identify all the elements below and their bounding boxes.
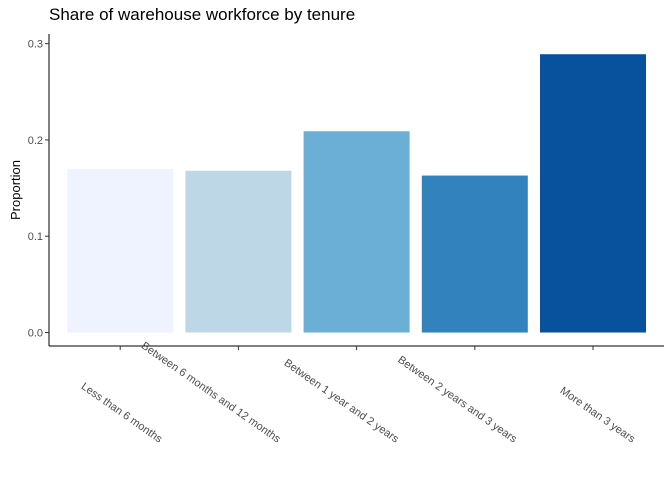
bar	[67, 168, 174, 333]
x-tick-label: Between 1 year and 2 years	[282, 357, 401, 446]
x-tick-label: More than 3 years	[558, 385, 638, 446]
y-tick-label: 0.3	[28, 39, 43, 51]
y-tick-label: 0.1	[28, 231, 43, 243]
bar	[421, 175, 528, 333]
bar	[303, 131, 410, 333]
y-tick-label: 0.2	[28, 135, 43, 147]
x-tick-label: Less than 6 months	[79, 381, 165, 446]
bars-group	[67, 54, 646, 333]
chart-title: Share of warehouse workforce by tenure	[49, 5, 356, 24]
x-tick-label: Between 6 months and 12 months	[139, 340, 283, 446]
y-axis-ticks: 0.0 0.1 0.2 0.3	[28, 39, 49, 340]
y-axis-title: Proportion	[8, 160, 23, 220]
bar	[185, 170, 292, 333]
y-tick-label: 0.0	[28, 328, 43, 340]
bar	[540, 54, 646, 333]
x-tick-label: Between 2 years and 3 years	[395, 354, 519, 446]
